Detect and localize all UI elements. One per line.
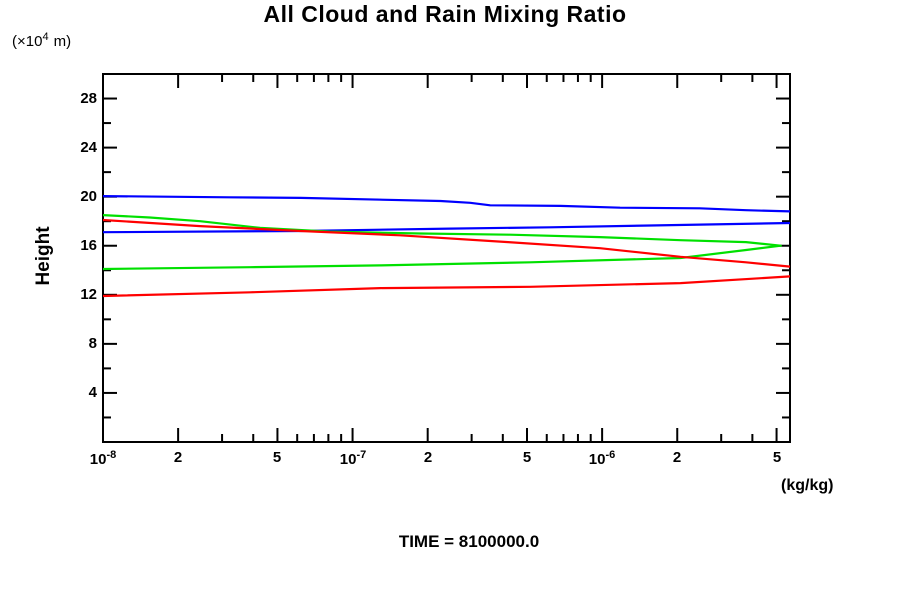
x-tick-label-base: 5 [772, 449, 782, 466]
y-tick-label: 20 [80, 187, 97, 205]
x-tick-label-exponent: -7 [356, 449, 367, 461]
x-tick-label-exponent: -8 [106, 449, 117, 461]
chart-title: All Cloud and Rain Mixing Ratio [263, 1, 627, 27]
y-axis-unit-suffix: m) [53, 33, 72, 50]
x-tick-label-base: 5 [272, 449, 282, 466]
y-axis-unit-prefix: (×10 [12, 33, 43, 50]
x-tick-label-base: 10 [588, 451, 606, 468]
y-tick-label: 28 [80, 89, 97, 107]
x-tick-label: 10-8 [90, 449, 116, 468]
x-tick-label: 5 [773, 449, 781, 466]
x-axis-unit: (kg/kg) [781, 477, 834, 494]
x-tick-label: 5 [523, 449, 531, 466]
y-axis-unit: (×104 m) [12, 31, 71, 50]
y-tick-label: 4 [88, 383, 97, 401]
x-tick-label-base: 2 [173, 449, 183, 466]
series-red-upper-branch [102, 218, 791, 268]
x-tick-label-base: 10 [89, 451, 107, 468]
series-blue-upper-branch [102, 195, 791, 213]
y-axis-unit-exponent: 4 [42, 31, 49, 43]
x-tick-label: 2 [673, 449, 681, 466]
time-annotation: TIME = 8100000.0 [398, 532, 540, 551]
x-tick-label-base: 10 [339, 451, 357, 468]
x-tick-label: 2 [174, 449, 182, 466]
x-tick-label: 10-6 [589, 449, 615, 468]
x-tick-label: 5 [273, 449, 281, 466]
y-tick-label: 24 [80, 138, 97, 156]
x-tick-label-base: 2 [423, 449, 433, 466]
series-green-profile [102, 214, 782, 271]
x-tick-label-base: 2 [672, 449, 682, 466]
x-tick-label: 10-7 [340, 449, 366, 468]
y-tick-label: 16 [80, 236, 97, 254]
y-tick-label: 8 [88, 334, 97, 352]
series-red-lower-branch [102, 275, 791, 298]
x-tick-label: 2 [424, 449, 432, 466]
x-tick-label-base: 5 [522, 449, 532, 466]
plot-frame [102, 73, 791, 443]
x-tick-label-exponent: -6 [605, 449, 616, 461]
y-tick-label: 12 [80, 285, 97, 303]
series-blue-lower-branch [102, 221, 791, 234]
